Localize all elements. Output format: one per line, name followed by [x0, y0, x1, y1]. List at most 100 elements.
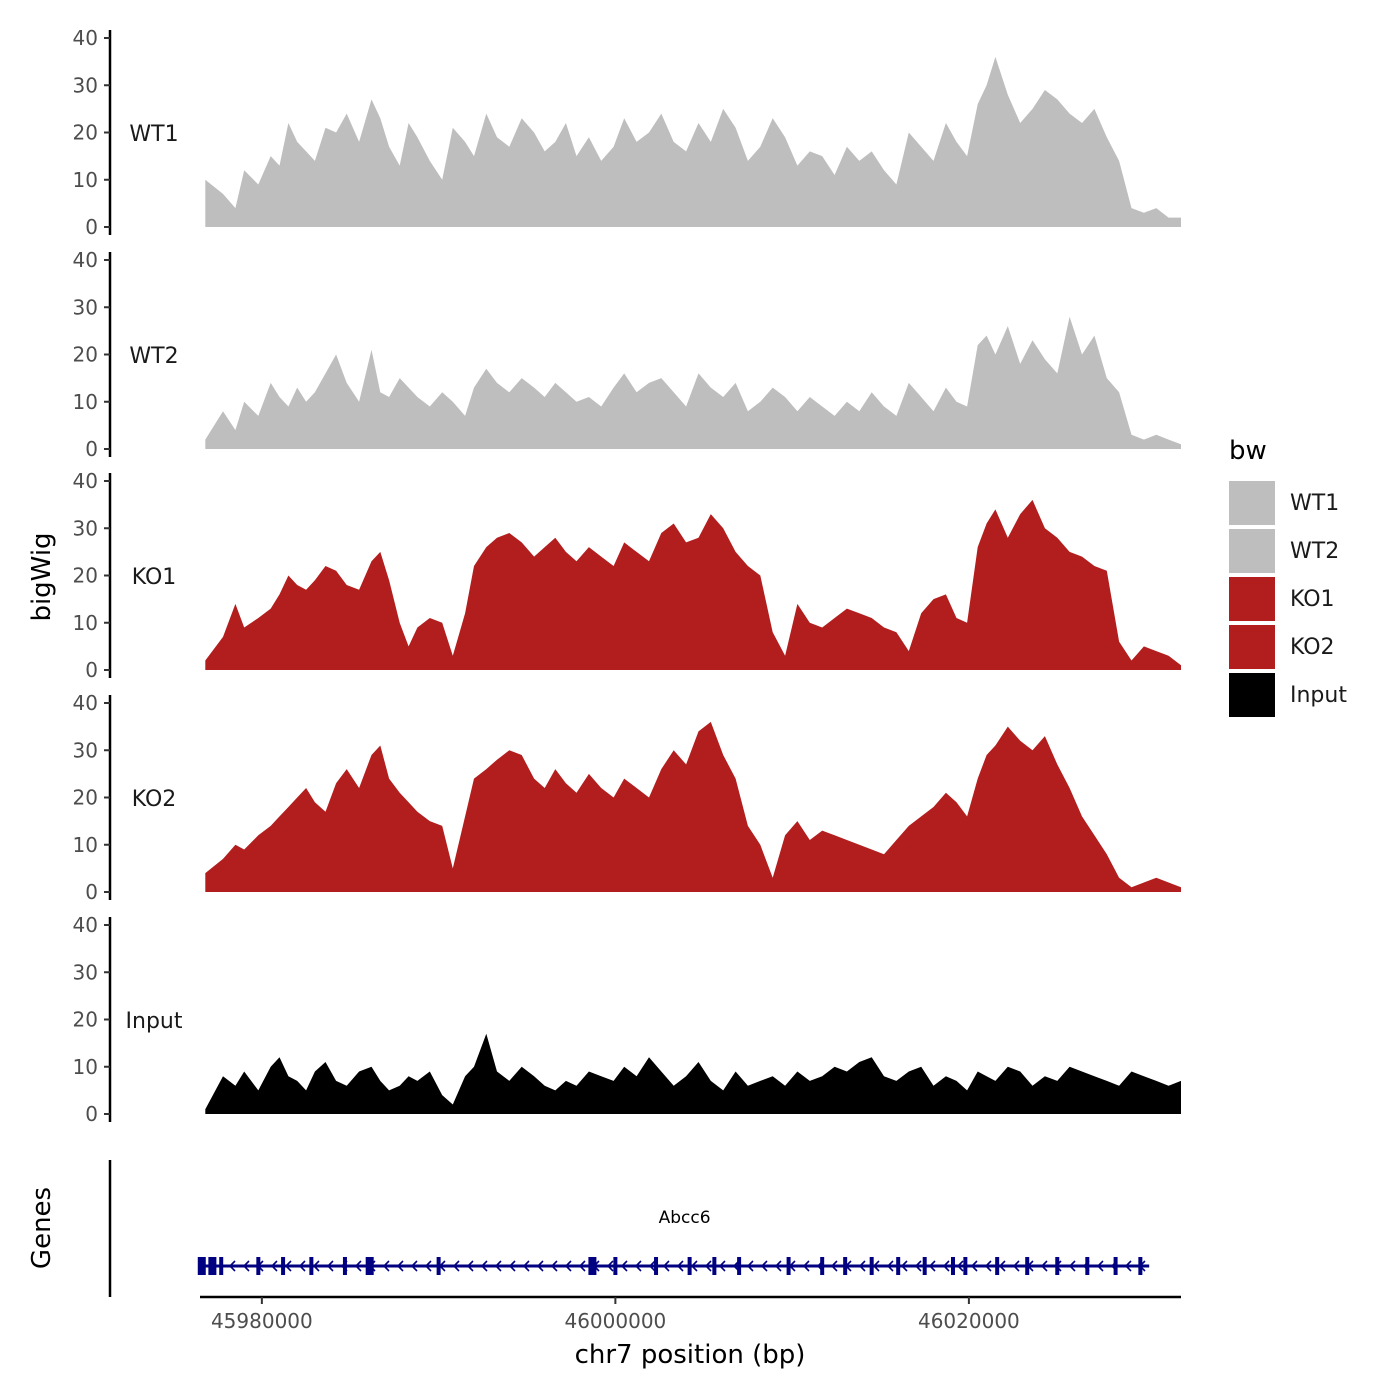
- x-tick-label: 46020000: [918, 1309, 1020, 1333]
- gene-strand-chevron: [326, 1260, 334, 1272]
- track-ko2-label: KO2: [132, 787, 177, 812]
- track-ko2-y-tick-label: 10: [73, 833, 98, 857]
- gene-strand-chevron: [942, 1260, 950, 1272]
- gene-strand-chevron: [872, 1260, 880, 1272]
- gene-strand-chevron: [1040, 1260, 1048, 1272]
- track-input-y-tick-label: 30: [73, 960, 98, 984]
- gene-exon: [820, 1257, 825, 1275]
- track-wt1-y-tick-label: 40: [73, 26, 98, 50]
- legend-swatch-ko2: [1229, 625, 1275, 669]
- y-axis-title: bigWig: [27, 532, 57, 621]
- track-input-y-tick-label: 20: [73, 1008, 98, 1032]
- track-input-area: [205, 1033, 1182, 1114]
- gene-strand-chevron: [424, 1260, 432, 1272]
- legend: bw WT1 WT2 KO1 KO2 Input: [1229, 436, 1347, 717]
- gene-exon: [342, 1257, 347, 1275]
- track-wt2-panel: 0 10 20 30 40 WT2: [73, 248, 1182, 461]
- gene-exon: [687, 1257, 692, 1275]
- gene-exon: [922, 1257, 927, 1275]
- track-wt1-y-tick-label: 10: [73, 168, 98, 192]
- gene-strand-chevron: [620, 1260, 628, 1272]
- gene-strand-chevron: [970, 1260, 978, 1272]
- gene-strand-chevron: [466, 1260, 474, 1272]
- gene-strand-chevron: [984, 1260, 992, 1272]
- gene-strand-chevron: [956, 1260, 964, 1272]
- gene-strand-chevron: [284, 1260, 292, 1272]
- gene-exon: [256, 1257, 261, 1275]
- gene-exon: [995, 1257, 1000, 1275]
- track-wt1-area: [205, 56, 1182, 228]
- gene-strand-chevron: [508, 1260, 516, 1272]
- gene-strand-chevron: [564, 1260, 572, 1272]
- gene-strand-chevron: [1096, 1260, 1104, 1272]
- track-wt2-area: [205, 316, 1182, 449]
- legend-label-wt2: WT2: [1290, 539, 1339, 564]
- gene-strand-chevron: [298, 1260, 306, 1272]
- legend-swatch-wt1: [1229, 481, 1275, 525]
- gene-strand-chevron: [522, 1260, 530, 1272]
- gene-strand-chevron: [928, 1260, 936, 1272]
- track-ko1-y-tick-label: 20: [73, 564, 98, 588]
- gene-exon: [950, 1257, 955, 1275]
- track-ko1-panel: 0 10 20 30 40 KO1: [73, 469, 1182, 682]
- gene-strand-chevron: [1012, 1260, 1020, 1272]
- gene-strand-chevron: [914, 1260, 922, 1272]
- gene-strand-chevron: [858, 1260, 866, 1272]
- track-ko1-y-tick-label: 40: [73, 469, 98, 493]
- gene-strand-chevron: [270, 1260, 278, 1272]
- track-ko2-y-tick-label: 40: [73, 691, 98, 715]
- track-wt1-y-tick-label: 20: [73, 121, 98, 145]
- track-input-y-tick-label: 40: [73, 913, 98, 937]
- gene-strand-chevron: [1068, 1260, 1076, 1272]
- gene-strand-chevron: [242, 1260, 250, 1272]
- track-panels: 0 10 20 30 40 WT1 0 10 20 30 40 WT2 0 10 20 30 40 KO1 0 10 2…: [73, 26, 1182, 1126]
- legend-label-input: Input: [1290, 683, 1347, 708]
- track-wt1-y-tick-label: 30: [73, 73, 98, 97]
- gene-exon: [654, 1257, 659, 1275]
- gene-strand-chevron: [396, 1260, 404, 1272]
- genes-panel-title: Genes: [27, 1187, 57, 1269]
- gene-strand-chevron: [998, 1260, 1006, 1272]
- gene-exon: [588, 1257, 597, 1275]
- track-input-label: Input: [126, 1009, 183, 1034]
- track-wt2-label: WT2: [129, 344, 178, 369]
- track-input-y-tick-label: 10: [73, 1055, 98, 1079]
- track-wt1-panel: 0 10 20 30 40 WT1: [73, 26, 1182, 239]
- legend-swatch-ko1: [1229, 577, 1275, 621]
- gene-strand-chevron: [312, 1260, 320, 1272]
- gene-strand-chevron: [1124, 1260, 1132, 1272]
- gene-strand-chevron: [746, 1260, 754, 1272]
- gene-exon: [963, 1257, 968, 1275]
- track-ko1-y-tick-label: 10: [73, 611, 98, 635]
- gene-strand-chevron: [550, 1260, 558, 1272]
- x-axis: 45980000 46000000 46020000: [200, 1295, 1181, 1333]
- track-wt2-y-tick-label: 30: [73, 295, 98, 319]
- legend-swatch-input: [1229, 673, 1275, 717]
- gene-strand-chevron: [718, 1260, 726, 1272]
- gene-exon: [896, 1257, 901, 1275]
- gene-strand-chevron: [410, 1260, 418, 1272]
- gene-exon: [1055, 1257, 1060, 1275]
- legend-title: bw: [1229, 436, 1267, 466]
- gene-exon: [281, 1257, 286, 1275]
- track-wt1-label: WT1: [129, 122, 178, 147]
- gene-strand-chevron: [228, 1260, 236, 1272]
- gene-strand-chevron: [830, 1260, 838, 1272]
- gene-strand-chevron: [634, 1260, 642, 1272]
- track-wt2-y-tick-label: 10: [73, 390, 98, 414]
- gene-exon: [613, 1257, 618, 1275]
- gene-exon: [1025, 1257, 1030, 1275]
- gene-exon: [712, 1257, 717, 1275]
- gene-strand-chevron: [494, 1260, 502, 1272]
- track-input-y-tick-label: 0: [85, 1102, 98, 1126]
- legend-label-wt1: WT1: [1290, 491, 1339, 516]
- legend-label-ko1: KO1: [1290, 587, 1335, 612]
- x-axis-title: chr7 position (bp): [575, 1340, 806, 1370]
- gene-exon: [365, 1257, 374, 1275]
- gene-label: Abcc6: [659, 1208, 711, 1228]
- track-input-panel: 0 10 20 30 40 Input: [73, 913, 1182, 1126]
- legend-label-ko2: KO2: [1290, 635, 1335, 660]
- gene-strand-chevron: [760, 1260, 768, 1272]
- gene-exon: [1085, 1257, 1090, 1275]
